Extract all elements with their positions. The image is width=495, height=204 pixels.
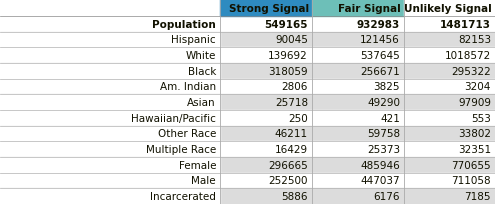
Text: Asian: Asian (188, 98, 216, 108)
Text: 250: 250 (288, 113, 308, 123)
Text: 49290: 49290 (367, 98, 400, 108)
Text: 121456: 121456 (360, 35, 400, 45)
Text: 3204: 3204 (465, 82, 491, 92)
Bar (312, 0, 404, 17)
Text: 537645: 537645 (360, 51, 400, 61)
Bar (0, 188, 495, 204)
Text: 46211: 46211 (275, 129, 308, 139)
Text: Incarcerated: Incarcerated (150, 191, 216, 201)
Bar (0, 95, 220, 110)
Text: 256671: 256671 (360, 67, 400, 76)
Text: 296665: 296665 (268, 160, 308, 170)
Text: 2806: 2806 (282, 82, 308, 92)
Text: 1481713: 1481713 (440, 20, 491, 30)
Bar (0, 173, 220, 188)
Text: 553: 553 (471, 113, 491, 123)
Text: 252500: 252500 (268, 176, 308, 186)
Bar (0, 142, 495, 157)
Bar (0, 17, 495, 32)
Bar (0, 17, 220, 32)
Text: Strong Signal: Strong Signal (229, 3, 309, 13)
Text: Unlikely Signal: Unlikely Signal (404, 3, 492, 13)
Bar (0, 110, 220, 126)
Text: 770655: 770655 (451, 160, 491, 170)
Text: 7185: 7185 (464, 191, 491, 201)
Text: 932983: 932983 (357, 20, 400, 30)
Bar (0, 126, 495, 142)
Text: Am. Indian: Am. Indian (160, 82, 216, 92)
Text: Multiple Race: Multiple Race (146, 144, 216, 154)
Text: 447037: 447037 (360, 176, 400, 186)
Text: 25373: 25373 (367, 144, 400, 154)
Text: 97909: 97909 (458, 98, 491, 108)
Bar (0, 157, 220, 173)
Bar (0, 32, 495, 48)
Bar (0, 188, 220, 204)
Text: 485946: 485946 (360, 160, 400, 170)
Bar (0, 110, 495, 126)
Text: 549165: 549165 (264, 20, 308, 30)
Text: 90045: 90045 (275, 35, 308, 45)
Text: 711058: 711058 (451, 176, 491, 186)
Text: 318059: 318059 (268, 67, 308, 76)
Bar (0, 95, 495, 110)
Text: Population: Population (152, 20, 216, 30)
Text: 82153: 82153 (458, 35, 491, 45)
Text: 295322: 295322 (451, 67, 491, 76)
Text: White: White (186, 51, 216, 61)
Text: 6176: 6176 (374, 191, 400, 201)
Bar (0, 142, 220, 157)
Text: 3825: 3825 (374, 82, 400, 92)
Text: 33802: 33802 (458, 129, 491, 139)
Text: 16429: 16429 (275, 144, 308, 154)
Text: 25718: 25718 (275, 98, 308, 108)
Bar (0, 48, 495, 64)
Text: 139692: 139692 (268, 51, 308, 61)
Bar (0, 173, 495, 188)
Text: 1018572: 1018572 (445, 51, 491, 61)
Bar (0, 64, 495, 79)
Text: 59758: 59758 (367, 129, 400, 139)
Text: Hispanic: Hispanic (171, 35, 216, 45)
Bar (0, 64, 220, 79)
Bar (0, 79, 220, 95)
Bar (0, 126, 220, 142)
Bar (0, 32, 220, 48)
Text: 32351: 32351 (458, 144, 491, 154)
Text: Other Race: Other Race (157, 129, 216, 139)
Bar (220, 0, 312, 17)
Text: Black: Black (188, 67, 216, 76)
Bar (404, 0, 495, 17)
Text: 5886: 5886 (282, 191, 308, 201)
Bar (0, 79, 495, 95)
Bar (0, 48, 220, 64)
Text: Male: Male (192, 176, 216, 186)
Text: Female: Female (179, 160, 216, 170)
Text: Fair Signal: Fair Signal (338, 3, 401, 13)
Text: 421: 421 (380, 113, 400, 123)
Text: Hawaiian/Pacific: Hawaiian/Pacific (131, 113, 216, 123)
Bar (0, 157, 495, 173)
